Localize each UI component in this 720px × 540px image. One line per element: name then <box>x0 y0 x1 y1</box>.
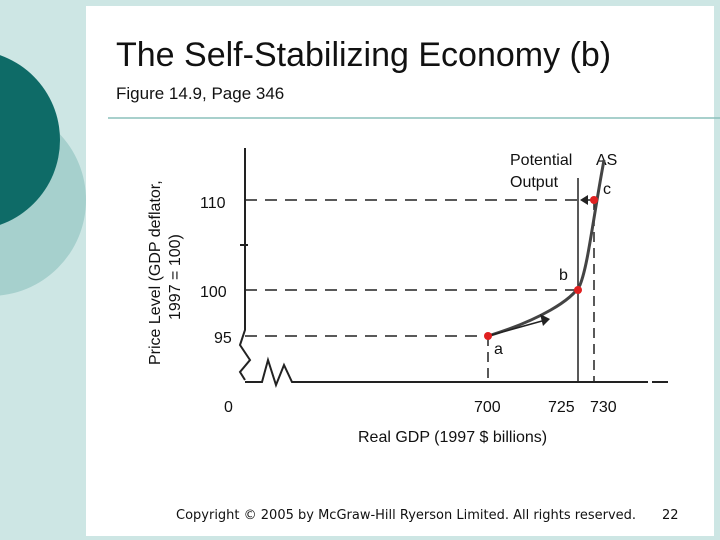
x-tick-725: 725 <box>548 399 575 416</box>
x-tick-730: 730 <box>590 399 617 416</box>
page-number: 22 <box>662 508 679 523</box>
y-tick-110: 110 <box>200 195 226 212</box>
decor-circle-dark <box>0 55 60 225</box>
point-b <box>574 286 582 294</box>
x-axis <box>245 356 648 388</box>
y-axis-label-line1: Price Level (GDP deflator, <box>147 180 164 365</box>
copyright-notice: Copyright © 2005 by McGraw-Hill Ryerson … <box>176 508 637 523</box>
as-curve-label: AS <box>596 152 617 169</box>
arrow-c-head <box>580 195 588 205</box>
slide-title: The Self-Stabilizing Economy (b) <box>116 36 612 74</box>
point-c <box>590 196 598 204</box>
x-tick-0: 0 <box>224 399 233 416</box>
potential-output-label-line2: Output <box>510 174 559 191</box>
slide-subtitle: Figure 14.9, Page 346 <box>116 84 285 103</box>
point-label-a: a <box>494 341 503 358</box>
point-a <box>484 332 492 340</box>
y-axis <box>238 148 252 381</box>
arrow-a <box>487 320 543 337</box>
point-label-c: c <box>603 181 611 198</box>
as-curve <box>487 159 606 338</box>
potential-output-label-line1: Potential <box>510 152 572 169</box>
x-tick-700: 700 <box>474 399 501 416</box>
content-panel <box>86 6 714 536</box>
arrow-a-head <box>540 314 550 326</box>
y-tick-95: 95 <box>214 330 232 347</box>
point-label-b: b <box>559 267 568 284</box>
y-axis-label-line2: 1997 = 100) <box>167 234 184 320</box>
x-axis-label: Real GDP (1997 $ billions) <box>358 429 547 446</box>
y-tick-100: 100 <box>200 284 227 301</box>
